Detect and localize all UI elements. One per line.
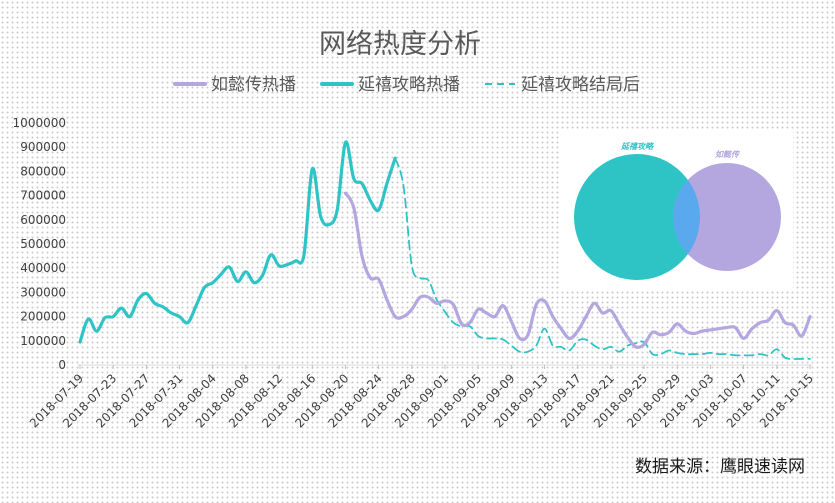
legend-label-ruyi: 如懿传热播: [211, 75, 296, 95]
series-line-yanxi: [78, 140, 397, 344]
legend: 如懿传热播 延禧攻略热播 延禧攻略结局后: [173, 75, 640, 95]
y-tick-label: 200000: [20, 310, 66, 324]
venn-circle-ruyi: [673, 163, 781, 271]
venn-inset: 延禧攻略 如懿传: [560, 130, 793, 290]
legend-label-yanxi: 延禧攻略热播: [358, 75, 460, 95]
venn-label-ruyi: 如懿传: [715, 150, 740, 159]
y-tick-label: 800000: [20, 164, 66, 178]
y-tick-label: 0: [58, 358, 66, 372]
y-tick-label: 900000: [20, 140, 66, 154]
x-axis: 2018-07-192018-07-232018-07-272018-07-31…: [27, 365, 816, 430]
y-tick-label: 700000: [20, 189, 66, 203]
y-tick-label: 300000: [20, 285, 66, 299]
y-tick-label: 100000: [20, 334, 66, 348]
y-tick-label: 400000: [20, 261, 66, 275]
chart-title: 网络热度分析: [319, 29, 481, 60]
legend-label-yanxi-after: 延禧攻略结局后: [521, 75, 640, 95]
series-line-yanxi-after: [394, 157, 811, 360]
y-tick-label: 600000: [20, 213, 66, 227]
series-layer: [78, 140, 812, 360]
venn-label-yanxi: 延禧攻略: [620, 142, 654, 151]
data-source: 数据来源：鹰眼速读网: [635, 457, 805, 477]
y-tick-label: 1000000: [13, 116, 66, 130]
y-axis: 0 100000 200000 300000 400000 500000 600000 700…: [13, 116, 66, 372]
series-line-ruyi: [343, 191, 812, 349]
venn-circle-yanxi: [574, 154, 700, 280]
y-tick-label: 500000: [20, 237, 66, 251]
